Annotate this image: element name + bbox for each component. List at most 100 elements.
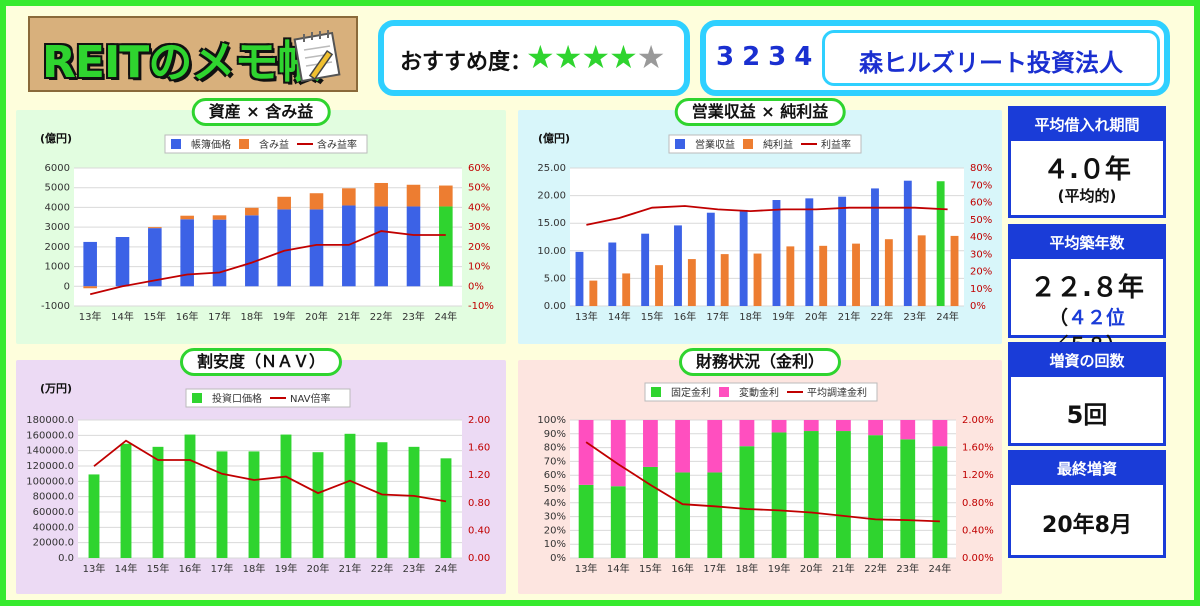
bar-fixed-rate: [610, 486, 626, 558]
y-tick-label: 0: [64, 281, 70, 292]
x-tick-label: 20年: [805, 310, 828, 323]
bar-net-income: [852, 243, 860, 306]
y2-tick-label: 30%: [468, 222, 490, 233]
bar-book-value: [148, 228, 162, 287]
y-tick-label: 25.00: [537, 163, 566, 174]
bar-fixed-rate: [707, 472, 723, 558]
y2-tick-label: 10%: [468, 262, 490, 273]
recommend-box: おすすめ度： ★★★★★: [378, 20, 690, 96]
bar-unrealized-gain: [309, 193, 324, 210]
bar-net-income: [687, 259, 696, 306]
stat-rank-open: （: [1048, 307, 1068, 329]
bar-floating-rate: [610, 420, 626, 487]
x-tick-label: 14年: [607, 562, 630, 575]
x-tick-label: 15年: [641, 310, 664, 323]
stat-rank-value: ４２位: [1068, 307, 1126, 329]
panel-revenue: 営業収益 × 純利益 0.00 5.00 10.00 15.00 20.00 25.00 0…: [518, 98, 1002, 344]
y-tick-label: -1000: [41, 301, 70, 312]
x-tick-label: 22年: [864, 562, 887, 575]
x-tick-label: 13年: [575, 310, 598, 323]
legend: 投資口価格 NAV倍率: [185, 388, 351, 408]
plot-area: [570, 168, 964, 306]
legend-label: NAV倍率: [290, 392, 331, 405]
x-tick-label: 17年: [703, 562, 726, 575]
x-tick-label: 18年: [739, 310, 762, 323]
unit-label: (億円): [538, 131, 570, 145]
bar-floating-rate: [707, 420, 723, 473]
star-filled-icon: ★: [526, 38, 555, 76]
legend-swatch: [743, 139, 753, 149]
bar-operating-revenue: [903, 180, 912, 306]
star-filled-icon: ★: [553, 38, 583, 76]
x-tick-label: 18年: [240, 310, 263, 323]
y2-tick-label: 0%: [970, 301, 986, 312]
y2-tick-label: 20%: [970, 267, 992, 278]
stat-value: 20年8月: [1042, 513, 1132, 538]
bar-net-income: [819, 245, 828, 306]
bar-operating-revenue: [608, 242, 617, 306]
x-tick-label: 13年: [83, 562, 106, 575]
notepad-icon: [293, 30, 341, 83]
chart-assets: -1000 0 1000 2000 3000 4000 5000 6000 -10% 0% 10% 2…: [40, 131, 494, 323]
y-tick-label: 10%: [544, 539, 566, 550]
x-tick-label: 14年: [111, 310, 134, 323]
recommend-label: おすすめ度：: [400, 50, 533, 75]
x-tick-label: 21年: [339, 562, 362, 575]
x-tick-label: 15年: [143, 310, 166, 323]
logo-text: REITのメモ帳: [42, 37, 321, 88]
x-tick-label: 22年: [371, 562, 394, 575]
logo: REITのメモ帳: [28, 16, 358, 92]
bar-unit-price: [184, 434, 196, 558]
legend-box: [668, 134, 862, 154]
rating-stars: ★★★★★: [526, 38, 666, 76]
chart-revenue: 0.00 5.00 10.00 15.00 20.00 25.00 0% 10% 20% 30% 4…: [537, 131, 992, 323]
bar-floating-rate: [836, 420, 851, 432]
y-tick-label: 20.00: [537, 191, 566, 202]
y2-tick-label: 1.60%: [962, 443, 994, 454]
legend: 営業収益 純利益 利益率: [668, 134, 862, 154]
bar-net-income: [917, 235, 926, 306]
stat-value: 5回: [1066, 401, 1108, 429]
bar-fixed-rate: [868, 435, 883, 558]
y-tick-label: 40000.0: [33, 522, 74, 533]
star-empty-icon: ★: [636, 38, 666, 76]
legend-box: [644, 382, 878, 402]
bar-book-value: [245, 215, 259, 287]
legend-label: 含み益: [259, 138, 289, 151]
bar-net-income: [622, 273, 631, 306]
bar-unrealized-gain: [245, 207, 259, 216]
star-filled-icon: ★: [609, 38, 638, 76]
y-tick-label: 5.00: [544, 273, 566, 284]
y2-tick-label: 0.40%: [962, 525, 994, 536]
bar-fixed-rate: [771, 432, 787, 558]
y-tick-label: 70%: [544, 456, 566, 467]
x-tick-label: 24年: [435, 562, 458, 575]
stat-label: 平均借入れ期間: [1011, 109, 1163, 141]
legend-label: 帳簿価格: [191, 138, 231, 151]
x-tick-label: 14年: [608, 310, 631, 323]
y2-tick-label: 50%: [468, 183, 490, 194]
bar-unit-price: [376, 442, 388, 558]
bar-unrealized-gain: [148, 227, 162, 229]
x-tick-label: 19年: [772, 310, 795, 323]
y2-tick-label: 0%: [468, 281, 484, 292]
y2-tick-label: 50%: [970, 215, 992, 226]
x-tick-label: 14年: [115, 562, 138, 575]
y-tick-label: 5000: [45, 183, 70, 194]
legend-box: [185, 388, 351, 408]
bar-net-income: [884, 239, 893, 306]
x-tick-label: 15年: [147, 562, 170, 575]
x-tick-label: 22年: [871, 310, 894, 323]
line-series: [586, 205, 948, 226]
y2-tick-label: 70%: [970, 180, 992, 191]
bar-book-value: [212, 219, 227, 287]
bar-net-income: [589, 280, 598, 306]
y-tick-label: 160000.0: [26, 430, 74, 441]
bar-unit-price: [344, 433, 356, 558]
bar-floating-rate: [868, 420, 883, 436]
bar-operating-revenue: [706, 212, 715, 306]
y-tick-label: 0.0: [58, 553, 74, 564]
x-tick-label: 19年: [275, 562, 298, 575]
bar-unit-price: [280, 434, 292, 558]
bar-book-value: [439, 206, 453, 287]
